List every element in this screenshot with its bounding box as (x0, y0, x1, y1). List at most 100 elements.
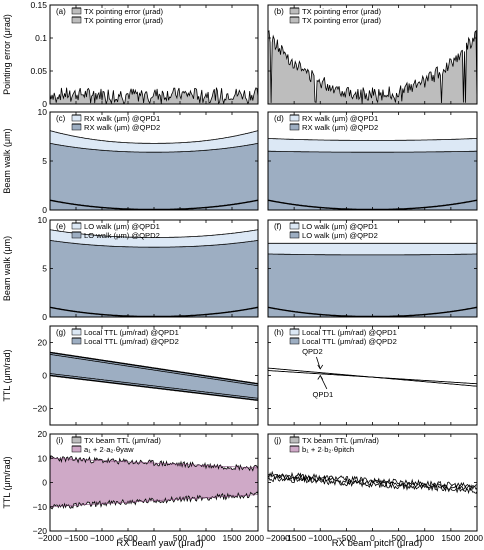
annotation-label: QPD1 (313, 390, 334, 399)
annotation-arrowhead (317, 374, 324, 380)
legend-swatch (71, 7, 82, 15)
y-tick-label: 0 (42, 478, 47, 488)
y-axis-label: TTL (μm/rad) (2, 456, 12, 508)
legend-swatch (289, 231, 300, 239)
series-qpd2-upper (50, 240, 258, 248)
y-tick-label: 0 (42, 312, 47, 322)
series-qpd1-line-inner (50, 354, 258, 387)
y-tick-label: −20 (33, 404, 48, 414)
legend-swatch (289, 436, 300, 444)
panel-label: (h) (274, 328, 284, 337)
series-fit-upper (50, 458, 258, 469)
plot-area (50, 455, 258, 510)
legend-entry: LO walk (μm) @QPD2 (84, 231, 160, 240)
legend-entry: TX beam TTL (μm/rad) (84, 436, 161, 445)
panel-i: −20 −10 0 10 20 −2000 −1500 −1000 −500 0 500 1000 15… (33, 429, 265, 543)
y-tick-label: 0 (42, 99, 47, 109)
series-line (50, 87, 258, 104)
x-tick-label: 2000 (245, 533, 264, 543)
y-tick-label: 10 (38, 215, 48, 225)
y-tick-label: 10 (38, 453, 48, 463)
legend-entry: LO walk (μm) @QPD1 (84, 222, 160, 231)
x-tick-label: −500 (337, 533, 356, 543)
series-ttl-line (268, 473, 477, 491)
plot-area (268, 367, 477, 387)
x-tick-label: −500 (118, 533, 137, 543)
x-tick-label: −2000 (38, 533, 62, 543)
y-tick-label: 0 (42, 371, 47, 381)
x-tick-label: 1000 (415, 533, 434, 543)
plot-area (268, 470, 477, 495)
y-tick-label: −20 (33, 526, 48, 536)
legend-swatch (71, 16, 82, 24)
annotation-label: QPD2 (302, 347, 323, 356)
legend-swatch (71, 114, 82, 122)
legend-entry: RX walk (μm) @QPD1 (84, 114, 160, 123)
legend-entry: Local TTL (μm/rad) @QPD2 (302, 337, 397, 346)
series-qpd1-upper (50, 229, 258, 238)
x-tick-label: 500 (392, 533, 406, 543)
panel-label: (c) (56, 114, 66, 123)
y-tick-label: −10 (33, 502, 48, 512)
y-tick-label: 0 (42, 205, 47, 215)
x-axis-label-left: RX beam yaw (μrad) (116, 538, 203, 549)
y-tick-label: 20 (38, 338, 48, 348)
x-tick-label: −1500 (282, 533, 306, 543)
panel-label: (g) (56, 328, 66, 337)
annotation-arrowhead (317, 364, 324, 370)
series-qpd1-upper (268, 138, 477, 141)
plot-area (50, 130, 258, 210)
legend-entry: Local TTL (μm/rad) @QPD1 (84, 328, 179, 337)
legend-entry: LO walk (μm) @QPD1 (302, 222, 378, 231)
legend-swatch (71, 222, 82, 230)
legend-swatch (71, 337, 82, 345)
series-qpd1-line (50, 351, 258, 385)
legend-entry: Local TTL (μm/rad) @QPD1 (302, 328, 397, 337)
x-tick-label: −1500 (64, 533, 88, 543)
x-tick-label: 1500 (223, 533, 242, 543)
panel-a: 0 0.05 0.1 0.15 (a) TX pointing error (μrad)T… (30, 0, 259, 109)
series-qpd2-upper (268, 253, 477, 256)
series-fill-area (268, 30, 477, 104)
panel-label: (a) (56, 7, 66, 16)
panel-label: (b) (274, 7, 284, 16)
panel-label: (d) (274, 114, 284, 123)
legend-swatch (289, 328, 300, 336)
series-qpd2-line (268, 367, 477, 387)
legend-entry: RX walk (μm) @QPD2 (302, 123, 378, 132)
y-tick-label: 0.1 (35, 33, 47, 43)
series-qpd1-upper (50, 130, 258, 144)
panel-h: QPD2 QPD1 (h) Local TTL (μm/rad) @QPD1Local… (267, 325, 478, 426)
plot-area (268, 242, 477, 317)
y-axis-label: Beam walk (μm) (2, 236, 12, 301)
series-qpd2-line-inner (50, 373, 258, 399)
y-tick-label: 10 (38, 107, 48, 117)
panel-b: (b) TX pointing error (μrad)TX pointing e… (267, 4, 478, 105)
legend-swatch (71, 328, 82, 336)
panel-label: (j) (274, 436, 281, 445)
legend-swatch (289, 445, 300, 453)
legend-entry: TX pointing error (μrad) (302, 16, 382, 25)
x-tick-label: 2000 (464, 533, 483, 543)
annotation-arrow (316, 356, 321, 370)
plot-area (268, 138, 477, 210)
panel-label: (i) (56, 436, 63, 445)
legend-swatch (71, 436, 82, 444)
plot-area (268, 29, 477, 104)
legend-entry: Local TTL (μm/rad) @QPD2 (84, 337, 179, 346)
series-line (268, 29, 477, 104)
panel-label: (e) (56, 222, 66, 231)
y-tick-label: 20 (38, 429, 48, 439)
series-qpd2-line (50, 374, 258, 401)
plot-area (50, 229, 258, 317)
y-axis-label: TTL (μm/rad) (2, 349, 12, 401)
y-axis-label: Beam walk (μm) (2, 128, 12, 193)
legend-entry: TX pointing error (μrad) (302, 7, 382, 16)
series-fit-lower (50, 494, 258, 508)
x-tick-label: −2000 (266, 533, 290, 543)
legend-entry: TX pointing error (μrad) (84, 7, 164, 16)
legend-entry: RX walk (μm) @QPD2 (84, 123, 160, 132)
